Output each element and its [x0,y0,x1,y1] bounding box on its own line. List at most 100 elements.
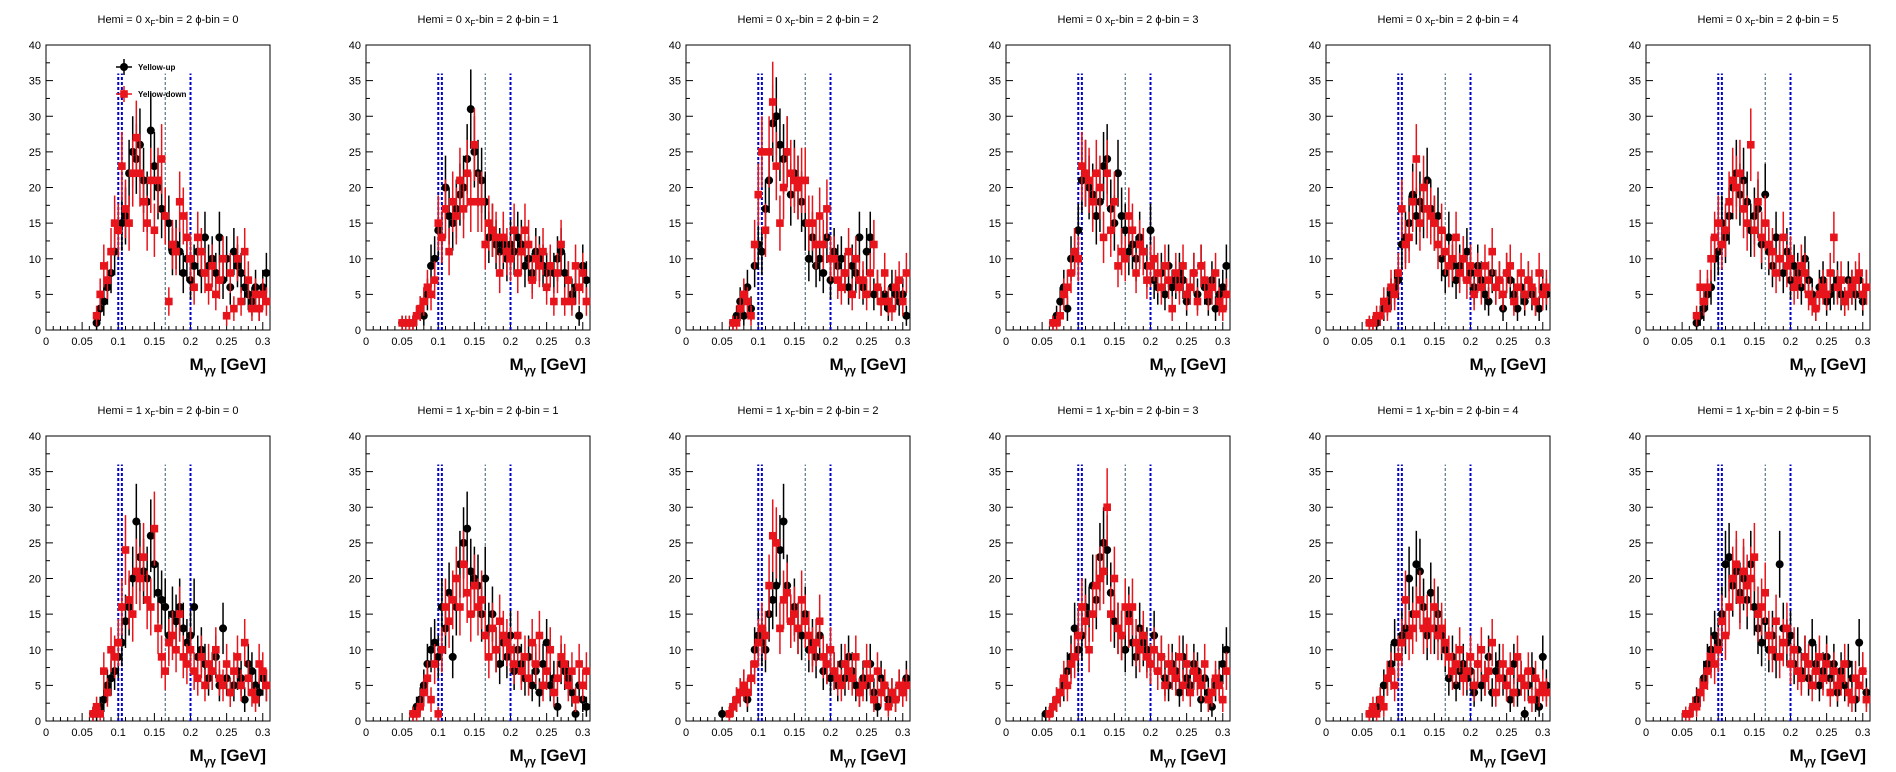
data-point-down [826,645,835,654]
x-tick-label: 0.25 [856,727,877,739]
data-point-down [477,197,486,206]
data-point-down [761,226,770,235]
y-tick-label: 35 [349,76,361,88]
data-point-down [1739,205,1748,213]
data-point-down [143,219,151,227]
data-point-down [1172,674,1180,683]
data-point-up [445,588,454,597]
data-point-up [190,261,199,270]
data-point-down [1103,503,1111,512]
data-point-down [521,653,529,661]
x-axis-label-subscript: γγ [1804,756,1817,768]
plot-title-prefix: Hemi = 1 x [1378,405,1431,417]
data-point-down [1423,617,1431,626]
data-point-down [513,269,522,277]
x-axis-label-main: M [1470,355,1484,374]
data-point-down [1513,653,1522,661]
data-point-down [1398,205,1406,213]
y-tick-label: 35 [1629,467,1641,479]
data-point-down [1067,660,1075,668]
data-point-down [1786,660,1795,668]
x-axis-label: Mγγ [GeV] [1150,746,1226,768]
data-point-up [229,247,238,256]
plot-title-suffix: -bin = 2 ϕ-bin = 5 [1755,405,1838,417]
data-point-up [215,233,224,242]
data-point-down [1222,290,1231,299]
data-point-down [794,624,802,633]
data-point-down [1106,226,1115,235]
plot-title: Hemi = 0 xF-bin = 2 ϕ-bin = 5 [1698,14,1839,28]
data-point-down [750,660,759,668]
data-point-down [786,617,795,626]
data-point-up [164,219,173,228]
data-point-down [445,617,453,626]
data-point-down [1070,653,1079,661]
plot-title-suffix: -bin = 2 ϕ-bin = 1 [475,14,558,26]
data-point-down [1692,702,1701,711]
data-point-down [837,681,846,690]
data-point-down [1757,233,1766,242]
data-point-down [1063,283,1072,292]
data-point-down [786,169,795,178]
data-point-down [506,254,515,263]
data-point-down [1707,653,1715,661]
data-point-down [1848,695,1856,704]
data-point-down [1535,269,1543,277]
y-tick-label: 30 [1309,502,1321,514]
y-tick-label: 5 [675,289,681,301]
data-point-down [1190,269,1198,277]
x-axis-label: Mγγ [GeV] [1470,355,1546,377]
data-point-down [1430,219,1439,227]
data-point-up [430,638,439,647]
data-point-down [884,297,893,306]
data-point-down [258,290,267,299]
data-point-down [1416,596,1424,604]
data-point-down [492,645,500,654]
y-tick-label: 10 [349,645,361,657]
data-point-down [877,688,885,697]
data-point-down [862,660,871,668]
data-point-up [1452,276,1461,285]
data-point-up [99,695,108,704]
data-point-down [1211,269,1220,277]
data-point-down [1761,219,1770,227]
x-axis-label-subscript: γγ [204,365,217,377]
data-point-down [1477,283,1486,292]
y-tick-label: 0 [995,325,1001,337]
data-point-down [1858,290,1867,299]
data-point-down [230,667,238,675]
x-tick-label: 0.2 [503,336,518,348]
data-point-down [1484,276,1493,284]
data-point-down [430,660,439,668]
data-point-up [1775,560,1784,569]
plot-title-prefix: Hemi = 1 x [98,405,151,417]
data-point-down [445,247,453,256]
data-point-down [1441,638,1450,647]
plot-panel-3: Hemi = 0 xF-bin = 2 ϕ-bin = 3 0 5 10 15 20 25 3… [989,14,1231,377]
data-point-up [154,588,162,597]
data-point-down [1703,283,1712,292]
data-point-down [201,269,209,277]
data-point-down [1063,681,1072,690]
plot-panel-0: Hemi = 0 xF-bin = 2 ϕ-bin = 0 0 5 10 15 20 25 3… [29,14,271,377]
data-point-down [1801,653,1809,661]
data-point-up [1099,162,1108,171]
x-axis-label-subscript: γγ [1484,756,1497,768]
data-point-down [1387,667,1395,675]
data-point-down [823,205,831,213]
data-point-up [535,688,544,697]
plot-title-subscript: F [1750,410,1755,419]
data-point-down [427,290,435,299]
data-point-down [1060,290,1068,299]
data-point-up [430,254,439,263]
data-point-down [237,681,245,690]
plot-title-subscript: F [790,19,795,28]
data-point-down [1528,695,1536,704]
data-point-down [524,240,533,249]
data-point-up [1124,247,1133,256]
data-point-down [1157,653,1166,661]
data-point-down [564,681,573,690]
data-point-down [470,581,479,590]
data-point-down [244,674,253,683]
data-point-down [1492,688,1500,697]
